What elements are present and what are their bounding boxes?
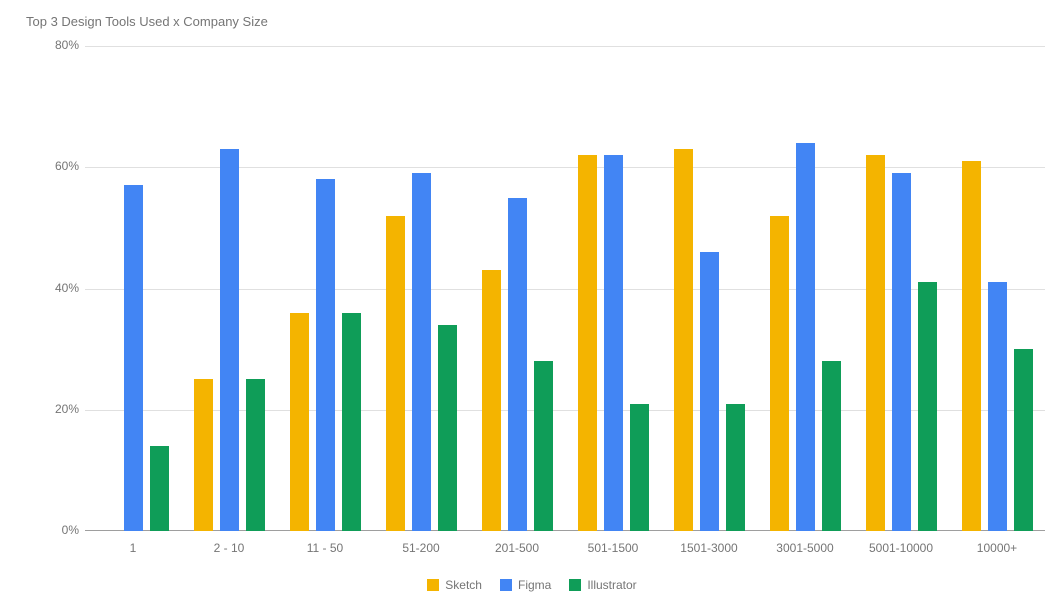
chart-bar [438,325,457,531]
chart-bar [726,404,745,531]
chart-bar [892,173,911,531]
chart-bar [630,404,649,531]
chart-x-tick: 501-1500 [565,541,661,555]
chart-bar [534,361,553,531]
chart-y-tick: 0% [45,523,79,537]
chart-x-tick: 1 [85,541,181,555]
chart-gridline [85,46,1045,47]
chart-bar [918,282,937,531]
chart-bar [988,282,1007,531]
chart-bar [412,173,431,531]
chart-x-tick: 10000+ [949,541,1045,555]
chart-bar [822,361,841,531]
chart-bar [962,161,981,531]
chart-legend-label: Illustrator [587,578,636,592]
chart-bar [194,379,213,531]
chart-legend-swatch [427,579,439,591]
chart-legend-item: Illustrator [569,578,636,592]
chart-plot-area [85,46,1045,531]
chart-bar [866,155,885,531]
chart-y-tick: 80% [45,38,79,52]
chart-bar [508,198,527,531]
chart-bar [246,379,265,531]
chart-y-tick: 40% [45,281,79,295]
chart-bar [578,155,597,531]
chart-bar [290,313,309,531]
chart-legend: Sketch Figma Illustrator [0,578,1064,592]
chart-x-tick: 3001-5000 [757,541,853,555]
chart-x-tick: 201-500 [469,541,565,555]
chart-bar [150,446,169,531]
chart-bar [482,270,501,531]
chart-y-tick: 60% [45,159,79,173]
chart-bar [604,155,623,531]
chart-bar [342,313,361,531]
chart-bar [316,179,335,531]
chart-x-tick: 1501-3000 [661,541,757,555]
chart-bar [386,216,405,531]
chart-x-tick: 51-200 [373,541,469,555]
chart-bar [770,216,789,531]
chart-bar [124,185,143,531]
chart-legend-item: Sketch [427,578,482,592]
chart-x-tick: 2 - 10 [181,541,277,555]
chart-x-tick: 5001-10000 [853,541,949,555]
chart-x-tick: 11 - 50 [277,541,373,555]
chart-title: Top 3 Design Tools Used x Company Size [26,14,268,29]
chart-bar [700,252,719,531]
chart-legend-swatch [569,579,581,591]
chart-bar [796,143,815,531]
chart-legend-swatch [500,579,512,591]
chart-legend-label: Figma [518,578,551,592]
chart-y-tick: 20% [45,402,79,416]
chart-legend-item: Figma [500,578,551,592]
chart-bar [1014,349,1033,531]
chart-legend-label: Sketch [445,578,482,592]
chart-bar [220,149,239,531]
chart-bar [674,149,693,531]
